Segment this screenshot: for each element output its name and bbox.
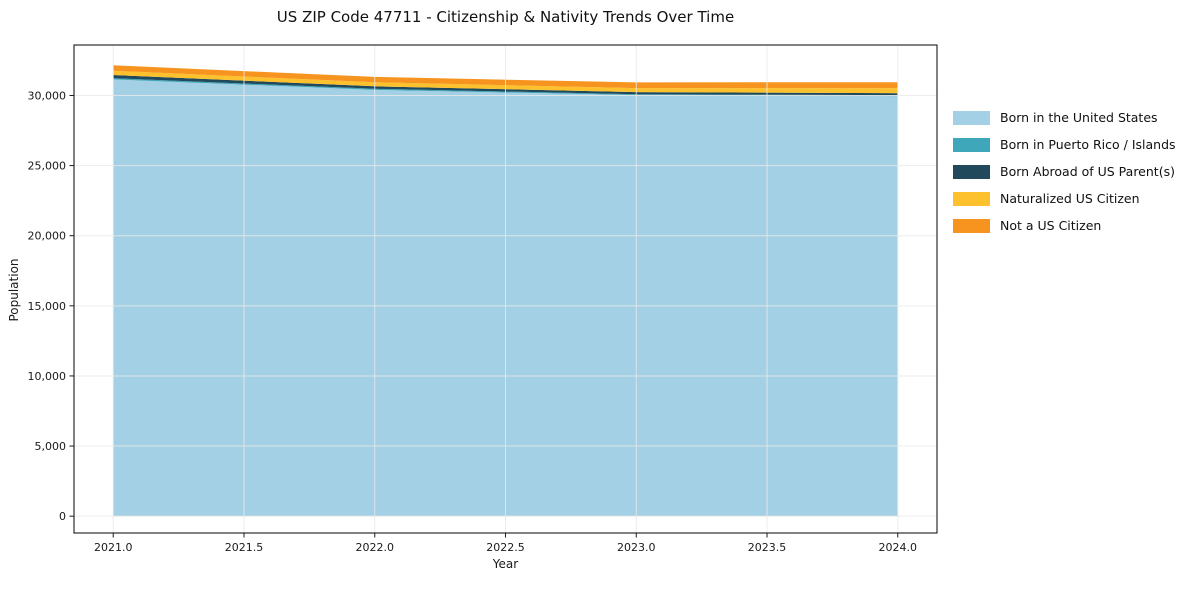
legend-item: Not a US Citizen bbox=[953, 212, 1176, 239]
legend-label: Born Abroad of US Parent(s) bbox=[1000, 164, 1175, 179]
legend-label: Not a US Citizen bbox=[1000, 218, 1102, 233]
x-tick-label: 2021.0 bbox=[94, 541, 133, 554]
legend-swatch-puerto-rico bbox=[953, 137, 990, 152]
legend-item: Born in the United States bbox=[953, 104, 1176, 131]
legend-item: Born in Puerto Rico / Islands bbox=[953, 131, 1176, 158]
legend-item: Naturalized US Citizen bbox=[953, 185, 1176, 212]
legend-label: Naturalized US Citizen bbox=[1000, 191, 1140, 206]
y-tick-label: 0 bbox=[59, 510, 66, 523]
legend-swatch-born-abroad bbox=[953, 164, 990, 179]
x-tick-label: 2024.0 bbox=[879, 541, 918, 554]
axis-ticks bbox=[69, 94, 899, 538]
x-tick-label: 2023.0 bbox=[617, 541, 656, 554]
y-tick-label: 15,000 bbox=[28, 300, 67, 313]
y-tick-label: 5,000 bbox=[35, 440, 67, 453]
legend-label: Born in the United States bbox=[1000, 110, 1158, 125]
legend-swatch-born-us bbox=[953, 110, 990, 125]
y-tick-label: 25,000 bbox=[28, 160, 67, 173]
y-tick-label: 20,000 bbox=[28, 230, 67, 243]
y-axis-label: Population bbox=[7, 258, 21, 322]
x-axis-label: Year bbox=[492, 557, 519, 571]
gridlines bbox=[74, 45, 937, 533]
legend-item: Born Abroad of US Parent(s) bbox=[953, 158, 1176, 185]
x-tick-label: 2022.5 bbox=[486, 541, 525, 554]
legend-swatch-not-citizen bbox=[953, 218, 990, 233]
x-tick-label: 2021.5 bbox=[225, 541, 264, 554]
legend: Born in the United States Born in Puerto… bbox=[953, 104, 1176, 239]
y-tick-label: 30,000 bbox=[28, 89, 67, 102]
legend-label: Born in Puerto Rico / Islands bbox=[1000, 137, 1176, 152]
chart-title: US ZIP Code 47711 - Citizenship & Nativi… bbox=[276, 8, 735, 26]
x-tick-label: 2022.0 bbox=[355, 541, 394, 554]
legend-swatch-naturalized bbox=[953, 191, 990, 206]
area-series-4 bbox=[113, 65, 898, 89]
y-tick-label: 10,000 bbox=[28, 370, 67, 383]
x-tick-label: 2023.5 bbox=[748, 541, 787, 554]
axis-tick-labels: 2021.0 2021.5 2022.0 2022.5 2023.0 2023.5 2024… bbox=[28, 89, 918, 554]
